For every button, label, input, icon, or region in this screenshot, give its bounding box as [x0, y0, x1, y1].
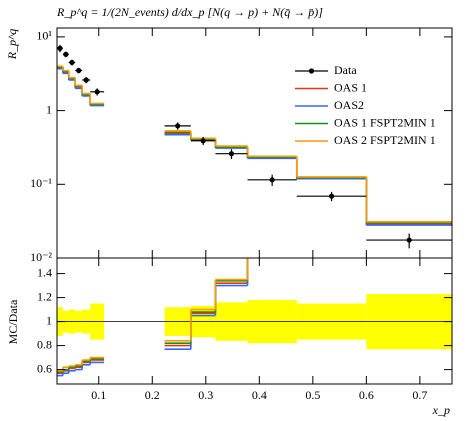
x-tick-label: 0.2 — [145, 388, 160, 402]
ratio-plot — [57, 258, 452, 377]
ratio-y-tick-label: 0.8 — [37, 337, 52, 351]
legend-swatch — [308, 68, 315, 74]
data-point — [76, 67, 82, 74]
y-tick-label: 10¹ — [36, 29, 52, 43]
data-point — [175, 123, 181, 129]
data-point — [63, 51, 69, 57]
data-point — [328, 193, 335, 199]
x-tick-label: 0.6 — [359, 388, 374, 402]
y-tick-label: 10⁻¹ — [30, 176, 52, 190]
legend-label: OAS 1 FSPT2MIN 1 — [334, 115, 436, 129]
legend-label: OAS 2 FSPT2MIN 1 — [334, 133, 436, 147]
legend-label: OAS2 — [334, 98, 364, 112]
ratio-y-tick-label: 1.4 — [37, 265, 52, 279]
ratio-frame — [56, 257, 453, 385]
ratio-y-tick-label: 1.2 — [37, 289, 52, 303]
legend-label: Data — [334, 63, 357, 77]
ratio-y-tick-label: 0.6 — [37, 361, 52, 375]
x-axis-label: x_p — [432, 403, 450, 417]
data-point — [200, 138, 206, 144]
x-tick-label: 0.7 — [412, 388, 427, 402]
data-point — [228, 151, 235, 157]
y-tick-label: 10⁻² — [30, 250, 52, 264]
legend-label: OAS 1 — [334, 80, 367, 94]
y-tick-label: 1 — [46, 102, 52, 116]
ratio-y-tick-label: 1 — [46, 313, 52, 327]
axes: 0.1 0.2 0.3 0.4 0.5 0.6 0.7 10¹ 1 10⁻¹ 10⁻² 0.6 0.8 1… — [30, 28, 452, 402]
x-tick-label: 0.5 — [305, 388, 320, 402]
main-plot — [57, 44, 452, 249]
ratio-axis-label: MC/Data — [6, 299, 20, 344]
x-tick-label: 0.1 — [91, 388, 106, 402]
data-point — [269, 177, 275, 183]
x-tick-label: 0.3 — [198, 388, 213, 402]
chart-title: R_p^q = 1/(2N_events) d/dx_p [N(q → p) +… — [56, 5, 323, 19]
data-point — [69, 59, 75, 66]
x-tick-label: 0.4 — [252, 388, 267, 402]
data-point — [83, 77, 89, 83]
data-point — [406, 237, 412, 243]
y-axis-label: R_p^q — [5, 29, 19, 60]
data-point — [57, 45, 63, 51]
data-point — [94, 89, 100, 95]
